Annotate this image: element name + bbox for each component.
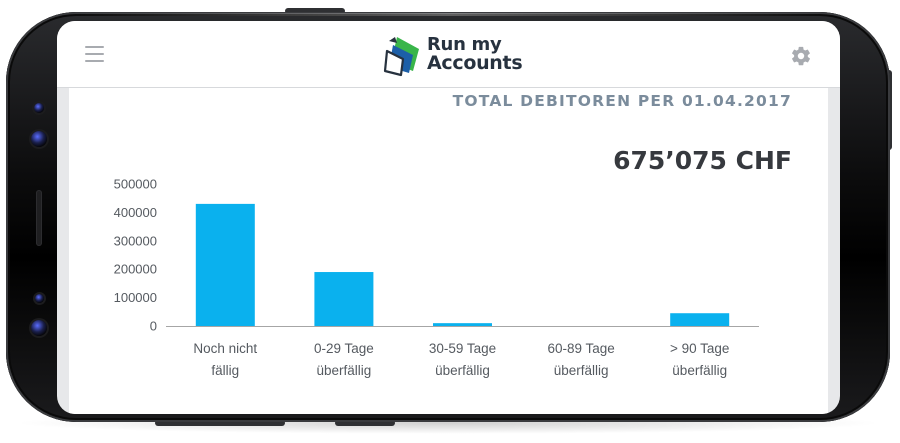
- logo-text-line1: Run my: [427, 34, 502, 55]
- phone-power-button: [335, 420, 395, 426]
- x-tick-label: 30-59 Tage: [429, 341, 496, 356]
- bar[interactable]: [314, 272, 374, 326]
- y-tick-label: 100000: [114, 290, 157, 305]
- x-tick-label: Noch nicht: [193, 341, 257, 356]
- y-tick-label: 400000: [114, 205, 157, 220]
- run-my-accounts-logo[interactable]: Run my Accounts: [383, 33, 523, 77]
- phone-screen: Run my Accounts TOTAL DEBITOREN PER 01.0…: [57, 21, 840, 414]
- phone-volume-button: [155, 420, 285, 426]
- logo-text-line2: Accounts: [427, 52, 523, 74]
- x-tick-label: 0-29 Tage: [314, 341, 374, 356]
- front-sensor: [34, 103, 44, 113]
- x-tick-label: überfällig: [317, 363, 372, 378]
- hamburger-menu-icon[interactable]: [85, 46, 104, 62]
- front-camera: [31, 131, 47, 147]
- total-amount: 675’075 CHF: [613, 146, 792, 175]
- iris-scanner: [31, 320, 47, 336]
- x-tick-label: überfällig: [435, 363, 490, 378]
- logo-mark-icon: [383, 37, 419, 77]
- proximity-sensor: [35, 294, 44, 303]
- earpiece-speaker: [36, 190, 42, 246]
- bar[interactable]: [670, 313, 730, 326]
- x-tick-label: überfällig: [672, 363, 727, 378]
- y-tick-label: 200000: [114, 262, 157, 277]
- x-tick-label: überfällig: [554, 363, 609, 378]
- receivables-card: TOTAL DEBITOREN PER 01.04.2017 675’075 C…: [69, 88, 828, 414]
- x-tick-label: 60-89 Tage: [547, 341, 614, 356]
- app-header: Run my Accounts: [57, 21, 840, 88]
- y-tick-label: 500000: [114, 177, 157, 192]
- phone-rim-highlight: [60, 13, 840, 16]
- x-tick-label: > 90 Tage: [670, 341, 729, 356]
- logo-text: Run my Accounts: [427, 34, 523, 74]
- gear-icon[interactable]: [790, 45, 812, 67]
- bar[interactable]: [433, 323, 492, 326]
- phone-side-button: [285, 8, 345, 14]
- x-tick-label: fällig: [211, 363, 239, 378]
- y-tick-label: 0: [150, 319, 157, 334]
- receivables-bar-chart: 0 100000 200000 300000 400000 500000 Noch nich…: [114, 177, 759, 378]
- report-title: TOTAL DEBITOREN PER 01.04.2017: [452, 92, 792, 110]
- bar[interactable]: [195, 203, 255, 326]
- y-tick-label: 300000: [114, 233, 157, 248]
